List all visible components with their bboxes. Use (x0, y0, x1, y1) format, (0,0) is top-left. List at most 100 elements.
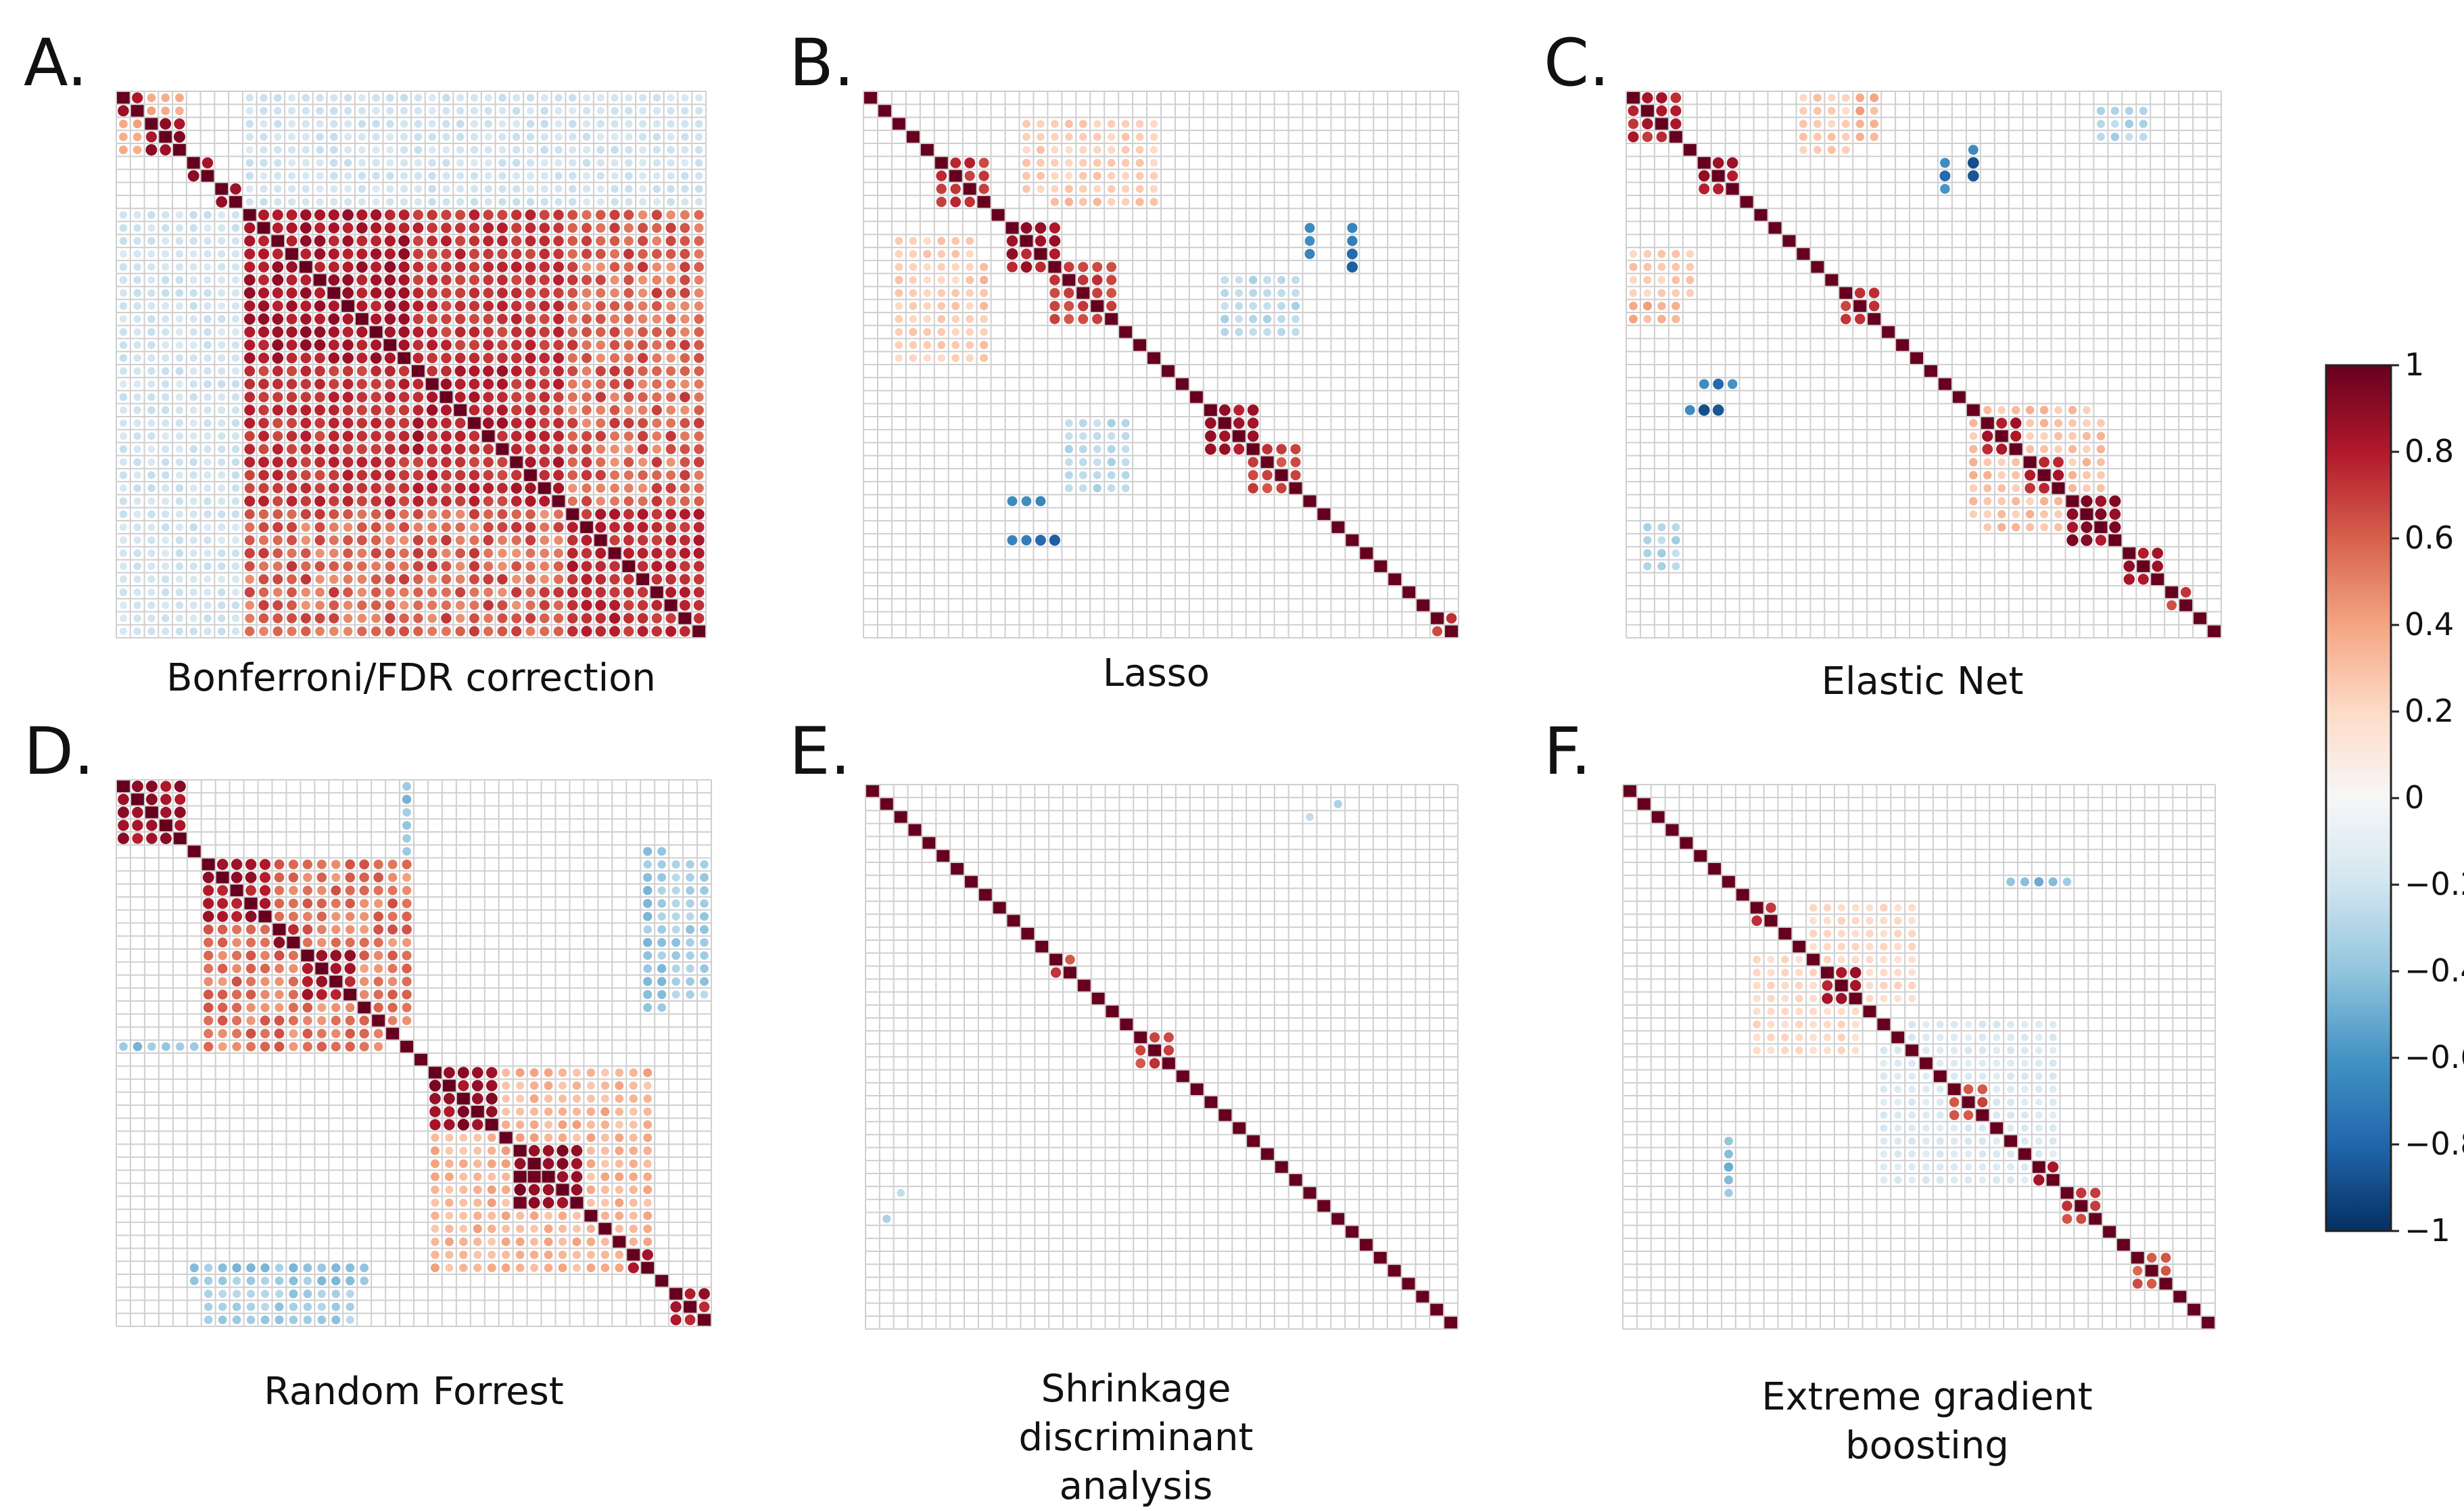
heatmap-cell (147, 237, 156, 246)
colorbar-tick-label: 0 (2404, 779, 2425, 816)
heatmap-cell (511, 223, 522, 233)
heatmap-cell (1908, 929, 1916, 938)
heatmap-cell (600, 1185, 609, 1194)
heatmap-cell (600, 1199, 609, 1207)
heatmap-cell (581, 509, 592, 519)
heatmap-cell (370, 313, 382, 325)
heatmap-cell (344, 146, 352, 154)
heatmap-cell (951, 237, 960, 246)
heatmap-cell (638, 93, 647, 102)
heatmap-cell (582, 352, 592, 363)
heatmap-cell (369, 326, 383, 338)
heatmap-cell (372, 146, 380, 154)
heatmap-cell (582, 327, 592, 338)
heatmap-cell (538, 482, 551, 494)
heatmap-cell (652, 314, 662, 324)
heatmap-cell (1135, 185, 1144, 193)
heatmap-cell (909, 276, 918, 284)
heatmap-cell (145, 144, 158, 156)
heatmap-cell (357, 587, 367, 597)
heatmap-cell (488, 1172, 496, 1181)
heatmap-cell (664, 599, 678, 611)
heatmap-cell (2012, 484, 2020, 492)
heatmap-cell (175, 536, 184, 544)
heatmap-cell (693, 534, 705, 546)
heatmap-cell (145, 781, 158, 793)
heatmap-cell (260, 1015, 270, 1026)
heatmap-cell (596, 198, 605, 206)
heatmap-cell (964, 196, 975, 208)
heatmap-cell (147, 250, 156, 258)
heatmap-cell (274, 159, 282, 167)
heatmap-cell (288, 94, 296, 102)
heatmap-cell (666, 470, 676, 480)
heatmap-cell (539, 261, 550, 273)
heatmap-cell (2040, 432, 2048, 440)
heatmap-cell (345, 937, 355, 948)
heatmap-cell (286, 521, 298, 533)
heatmap-cell (2037, 469, 2051, 482)
heatmap-cell (651, 613, 662, 624)
heatmap-cell (1828, 120, 1836, 128)
heatmap-cell (882, 1214, 891, 1224)
heatmap-cell (1949, 1110, 1960, 1121)
heatmap-cell (300, 300, 312, 312)
heatmap-cell (133, 601, 141, 609)
heatmap-cell (1799, 145, 1807, 154)
heatmap-cell (245, 937, 256, 948)
heatmap-cell (567, 379, 577, 389)
heatmap-cell (273, 509, 283, 519)
heatmap-cell (667, 94, 675, 102)
heatmap-cell (356, 209, 368, 220)
heatmap-cell (412, 248, 424, 260)
heatmap-cell (553, 287, 564, 298)
heatmap-cell (558, 1120, 567, 1130)
heatmap-cell (615, 1185, 623, 1194)
heatmap-cells (866, 785, 1457, 1328)
heatmap-cell (1262, 315, 1272, 323)
heatmap-cell (231, 627, 240, 636)
heatmap-cell (595, 561, 607, 572)
heatmap-cell (1894, 1111, 1902, 1119)
heatmap-cell (317, 1316, 327, 1324)
heatmap-cell (402, 859, 412, 870)
heatmap-cell (2039, 419, 2049, 427)
heatmap-cell (427, 626, 437, 636)
heatmap-cell (357, 574, 367, 584)
heatmap-cell (684, 1314, 696, 1326)
heatmap-cell (387, 924, 398, 935)
heatmap-cell (1795, 1033, 1803, 1042)
heatmap-cell (274, 950, 285, 961)
heatmap-cell (343, 159, 352, 167)
heatmap-cell (1922, 1021, 1930, 1028)
heatmap-cell (427, 600, 437, 610)
heatmap-cell (638, 457, 648, 467)
heatmap-cell (1078, 314, 1089, 325)
heatmap-cell (356, 222, 368, 234)
heatmap-cell (1964, 1137, 1972, 1145)
heatmap-cell (399, 522, 410, 532)
heatmap-cell (2048, 877, 2058, 887)
heatmap-cell (2137, 560, 2150, 572)
heatmap-cell (303, 1016, 312, 1025)
heatmap-cell (665, 586, 677, 598)
heatmap-cell (412, 404, 424, 416)
heatmap-cell (568, 484, 577, 493)
heatmap-cell (189, 367, 197, 375)
heatmap-cell (189, 575, 197, 583)
heatmap-cell (694, 352, 705, 363)
heatmap-cell (343, 509, 353, 519)
heatmap-cell (2007, 1111, 2015, 1119)
heatmap-cell (694, 120, 703, 128)
heatmap-cell (554, 535, 563, 545)
heatmap-cell (511, 352, 522, 364)
colorbar-tick-label: −0.2 (2404, 866, 2464, 902)
heatmap-cell (1795, 994, 1803, 1002)
heatmap-cell (1093, 145, 1101, 154)
heatmap-cell (637, 561, 648, 572)
heatmap-cell (1079, 471, 1087, 480)
heatmap-cell (1866, 929, 1874, 938)
heatmap-cell (1276, 457, 1287, 467)
heatmap-cell (288, 924, 299, 935)
heatmap-cell (638, 133, 647, 141)
